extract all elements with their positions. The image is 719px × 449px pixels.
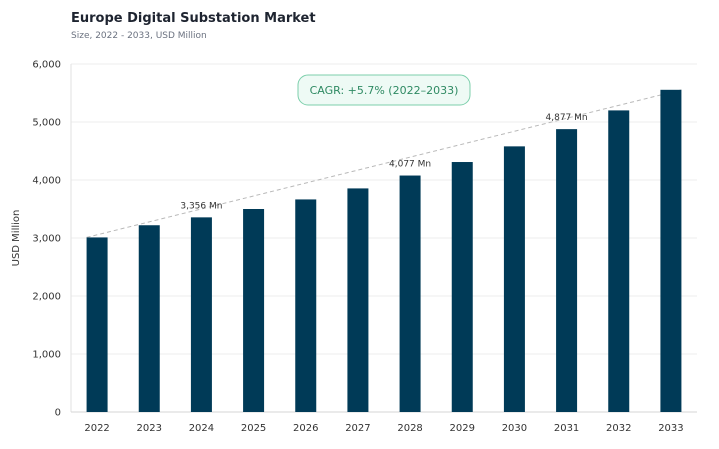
trend-line [86,89,682,238]
y-tick-label: 2,000 [32,292,61,303]
y-tick-label: 5,000 [32,118,61,129]
y-tick-label: 3,000 [32,234,61,245]
y-tick-label: 6,000 [32,60,61,71]
x-tick-label: 2022 [84,423,109,434]
y-tick-label: 0 [55,408,61,419]
data-label: 3,356 Mn [180,201,222,211]
x-tick-label: 2024 [189,423,214,434]
x-tick-label: 2027 [345,423,370,434]
bar-2030 [503,146,525,413]
bar-2022 [86,237,108,412]
x-tick-label: 2028 [397,423,422,434]
bar-2024 [190,217,212,412]
x-tick-label: 2030 [502,423,527,434]
bar-2033 [660,89,682,412]
x-tick-label: 2032 [606,423,631,434]
chart-title: Europe Digital Substation Market [71,11,316,26]
x-tick-label: 2026 [293,423,318,434]
cagr-badge [297,74,471,106]
x-tick-label: 2025 [241,423,266,434]
bar-2028 [399,175,421,412]
y-tick-label: 1,000 [32,350,61,361]
x-tick-label: 2031 [554,423,579,434]
bar-2027 [347,188,369,412]
bar-2029 [451,162,473,412]
data-label: 4,877 Mn [546,113,588,123]
bar-2031 [556,129,578,412]
bar-2026 [295,199,317,412]
cagr-label: CAGR: +5.7% (2022–2033) [310,84,459,97]
y-tick-label: 4,000 [32,176,61,187]
y-axis-title: USD Million [11,210,22,267]
x-tick-label: 2029 [450,423,475,434]
bar-2032 [608,110,630,413]
bar-2023 [138,225,160,412]
x-tick-label: 2023 [137,423,162,434]
chart-subtitle: Size, 2022 - 2033, USD Million [71,31,207,41]
bar-2025 [243,209,265,412]
x-tick-label: 2033 [658,423,683,434]
data-label: 4,077 Mn [389,160,431,170]
